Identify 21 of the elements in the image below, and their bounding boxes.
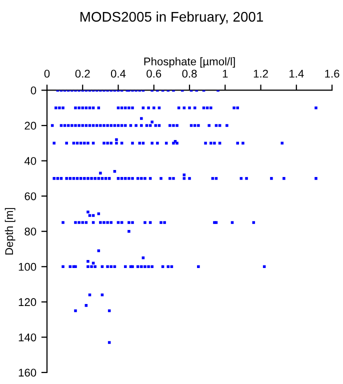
x-axis-title: Phosphate [µmol/l]	[144, 57, 235, 68]
y-tick-label: 160	[18, 368, 36, 377]
x-tick-label: 0.4	[110, 70, 126, 78]
y-tick-label: 120	[18, 298, 36, 306]
x-tick-label: 0.6	[146, 70, 162, 78]
x-tick-label: 1.2	[254, 70, 268, 78]
y-axis-title: Depth [m]	[4, 208, 16, 255]
x-tick-label: 0.8	[182, 70, 197, 78]
x-tick-label: 1.4	[290, 70, 304, 78]
y-tick-label: 20	[24, 122, 36, 130]
y-tick-label: 140	[18, 333, 36, 342]
y-tick-label: 80	[24, 228, 36, 236]
chart-title: MODS2005 in February, 2001	[80, 12, 263, 24]
y-tick-label: 60	[24, 192, 36, 200]
y-tick-label: 40	[24, 157, 36, 165]
x-tick-label: 1.6	[325, 70, 340, 78]
x-tick-label: 1	[222, 70, 228, 78]
x-tick-label: 0.2	[75, 70, 90, 78]
y-tick-label: 100	[18, 262, 36, 271]
y-tick-label: 0	[30, 86, 36, 94]
x-tick-label: 0	[44, 70, 50, 78]
